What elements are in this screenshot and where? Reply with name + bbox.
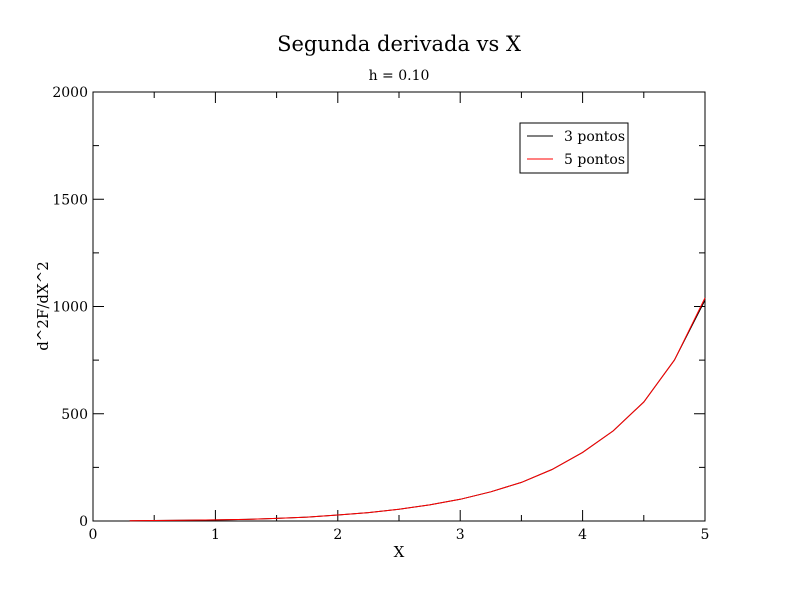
y-tick-label: 1500: [52, 192, 88, 208]
y-tick-label: 2000: [52, 85, 88, 101]
x-tick-label: 4: [578, 527, 587, 543]
legend-label-5-pontos: 5 pontos: [564, 152, 625, 168]
y-tick-labels: 0 500 1000 1500 2000: [52, 85, 88, 530]
legend-box: [519, 122, 629, 174]
series-line-5-pontos: [129, 297, 706, 522]
chart-title: Segunda derivada vs X: [277, 32, 521, 56]
x-tick-label: 0: [89, 527, 98, 543]
x-tick-label: 2: [333, 527, 342, 543]
y-axis-label: d^2F/dX^2: [34, 261, 52, 351]
x-tick-labels: 0 1 2 3 4 5: [89, 527, 710, 543]
x-tick-label: 1: [211, 527, 220, 543]
x-axis-label: X: [394, 543, 405, 561]
x-tick-label: 5: [701, 527, 710, 543]
y-tick-label: 0: [79, 514, 88, 530]
legend-label-3-pontos: 3 pontos: [564, 129, 625, 145]
legend: 3 pontos 5 pontos: [519, 122, 629, 174]
x-tick-label: 3: [456, 527, 465, 543]
chart-subtitle: h = 0.10: [369, 68, 430, 84]
axis-ticks: [92, 91, 706, 522]
y-tick-label: 1000: [52, 300, 88, 316]
y-tick-label: 500: [61, 407, 88, 423]
series-line-3-pontos: [129, 299, 706, 522]
series-lines: [129, 297, 706, 522]
